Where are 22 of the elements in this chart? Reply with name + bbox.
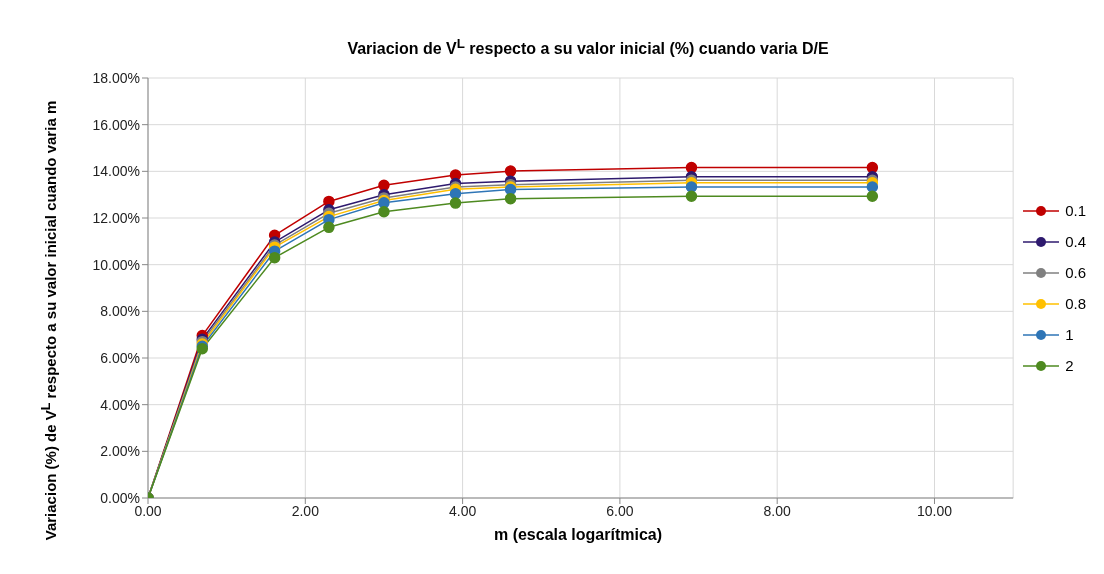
x-tick-label: 2.00 bbox=[291, 502, 320, 519]
y-tick-label: 16.00% bbox=[92, 116, 140, 133]
y-tick-label: 10.00% bbox=[92, 256, 140, 273]
x-tick-label: 6.00 bbox=[606, 502, 634, 519]
x-tick-label: 4.00 bbox=[448, 502, 477, 519]
legend-label: 0.8 bbox=[1065, 295, 1086, 312]
y-tick-label: 8.00% bbox=[100, 303, 140, 320]
y-tick-label: 4.00% bbox=[100, 396, 140, 413]
chart-title: Variacion de V$^{L}$ respecto a su valor inicial (%) cuando varia D/E bbox=[346, 36, 830, 59]
y-tick-label: 2.00% bbox=[100, 443, 140, 460]
x-tick-label: 10.00 bbox=[916, 502, 953, 519]
y-tick-label: 12.00% bbox=[92, 209, 140, 226]
legend-label: 0.4 bbox=[1065, 233, 1086, 250]
y-tick-label: 18.00% bbox=[92, 69, 140, 86]
y-tick-label: 14.00% bbox=[92, 163, 140, 180]
legend-label: 2 bbox=[1065, 357, 1074, 374]
legend-label: 0.1 bbox=[1065, 202, 1086, 219]
x-axis-title: m (escala logarítmica) bbox=[492, 526, 664, 544]
legend-label: 1 bbox=[1065, 326, 1074, 343]
legend-label: 0.6 bbox=[1065, 264, 1086, 281]
y-tick-label: 6.00% bbox=[100, 349, 140, 366]
x-tick-label: 8.00 bbox=[763, 502, 792, 519]
